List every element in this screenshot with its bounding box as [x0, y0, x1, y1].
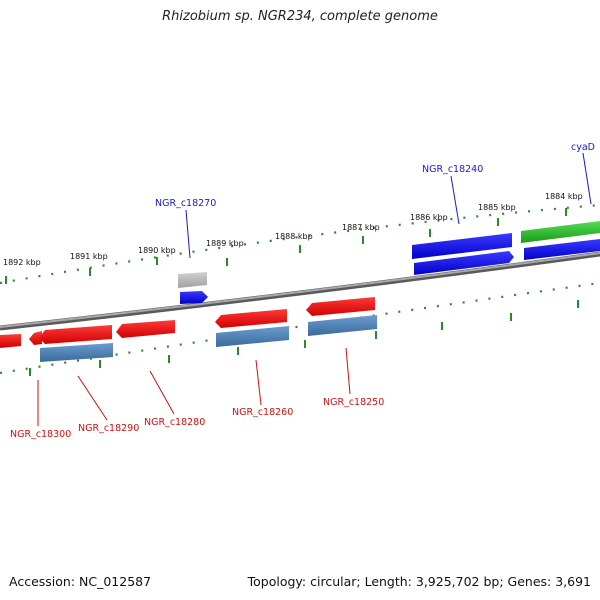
forward-scale-track [0, 203, 600, 285]
gene-feature-NGR_c18260[interactable] [215, 309, 287, 328]
forward-genes [178, 221, 600, 304]
leader-line [450, 175, 460, 225]
tick-label: 1884 kbp [545, 192, 583, 201]
gene-label-reverse[interactable]: NGR_c18300 [10, 429, 71, 440]
leader-line [582, 152, 592, 205]
leader-line [345, 347, 351, 395]
accession-text: Accession: NC_012587 [9, 574, 152, 589]
gene-feature-NGR_c18260-cds[interactable] [216, 326, 289, 347]
gene-feature-cyaD-cds[interactable] [524, 239, 600, 260]
tick-label: 1889 kbp [206, 239, 244, 248]
gene-label-reverse[interactable]: NGR_c18290 [78, 423, 139, 434]
reverse-genes [0, 297, 377, 362]
forward-scale-dots [0, 203, 600, 285]
gene-feature-NGR_c18250[interactable] [306, 297, 375, 316]
gene-feature-NGR_c18290[interactable] [39, 325, 112, 344]
leader-line [255, 359, 262, 406]
leader-line [77, 375, 108, 421]
gene-feature-NGR_c18270-pseudo[interactable] [178, 272, 207, 288]
gene-label-reverse[interactable]: NGR_c18250 [323, 397, 384, 408]
gene-label-forward[interactable]: NGR_c18270 [155, 198, 216, 209]
map-title: Rhizobium sp. NGR234, complete genome [162, 9, 438, 24]
gene-feature-NGR_c18290-cds[interactable] [40, 343, 113, 362]
backbone-line [0, 252, 600, 328]
gene-label-reverse[interactable]: NGR_c18280 [144, 417, 205, 428]
gene-label-reverse[interactable]: NGR_c18260 [232, 407, 293, 418]
tick-label: 1892 kbp [3, 258, 41, 267]
gene-feature-edge-left[interactable] [0, 334, 21, 348]
tick-label: 1886 kbp [410, 213, 448, 222]
tick-label: 1887 kbp [342, 223, 380, 232]
tick-label: 1888 kbp [275, 232, 313, 241]
tick-label: 1891 kbp [70, 252, 108, 261]
genome-backbone [0, 251, 600, 331]
gene-feature-NGR_c18240[interactable] [412, 233, 512, 259]
reverse-scale-dots [0, 281, 600, 375]
gene-feature-NGR_c18300[interactable] [29, 331, 42, 345]
tick-label: 1890 kbp [138, 246, 176, 255]
gene-feature-cyaD[interactable] [521, 221, 600, 243]
gene-labels: NGR_c18270 NGR_c18240 cyaD NGR_c18300 NG… [10, 142, 595, 440]
tick-labels: 1892 kbp 1891 kbp 1890 kbp 1889 kbp 1888… [3, 192, 583, 267]
leader-line [149, 370, 175, 415]
gene-feature-NGR_c18280[interactable] [116, 320, 175, 338]
major-ticks [5, 208, 579, 376]
gene-feature-NGR_c18270[interactable] [180, 291, 208, 304]
leader-line [185, 209, 191, 259]
reverse-scale-track [0, 281, 600, 375]
gene-feature-NGR_c18250-cds[interactable] [308, 315, 377, 336]
gene-label-forward[interactable]: cyaD [571, 142, 595, 153]
gene-feature-NGR_c18240-cds[interactable] [414, 251, 514, 275]
genome-summary-text: Topology: circular; Length: 3,925,702 bp… [247, 574, 591, 589]
gene-label-forward[interactable]: NGR_c18240 [422, 164, 483, 175]
label-leaders [37, 152, 592, 426]
tick-label: 1885 kbp [478, 203, 516, 212]
